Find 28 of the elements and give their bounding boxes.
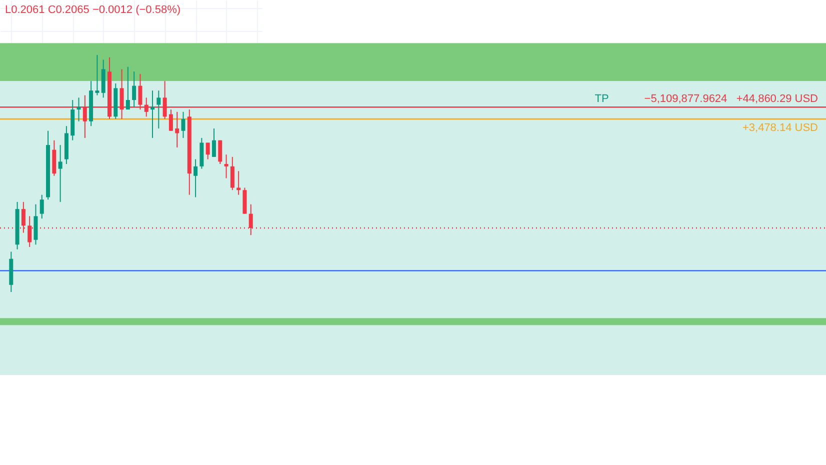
candlestick	[200, 137, 204, 170]
candlestick	[230, 156, 234, 191]
ref-line-label: +44,860.29 USD	[736, 93, 818, 106]
candlestick	[95, 54, 100, 96]
text: −5,109,877.9624	[644, 93, 728, 106]
text: L0.2061 C0.2065 −0.0012 (−0.58%)	[5, 4, 181, 16]
candlestick	[206, 142, 210, 160]
candlestick	[242, 187, 247, 214]
candlestick	[150, 90, 155, 138]
candlestick	[52, 140, 56, 176]
text: TP	[594, 93, 609, 106]
candlestick	[212, 128, 216, 158]
ref-line-label: +3,478.14 USD	[742, 122, 818, 134]
candlestick	[175, 111, 180, 148]
candlestick	[156, 90, 161, 129]
candlestick	[58, 144, 62, 202]
candlestick	[181, 111, 186, 138]
candlestick	[34, 204, 38, 246]
candlestick	[126, 66, 130, 110]
candlestick	[236, 170, 241, 196]
candlestick	[40, 194, 44, 220]
candlestick	[218, 140, 222, 165]
candlestick	[132, 71, 136, 108]
candlestick	[168, 109, 173, 132]
candlestick	[101, 59, 106, 98]
candlestick	[224, 154, 228, 179]
candlestick	[194, 158, 198, 198]
candlestick	[76, 97, 81, 122]
